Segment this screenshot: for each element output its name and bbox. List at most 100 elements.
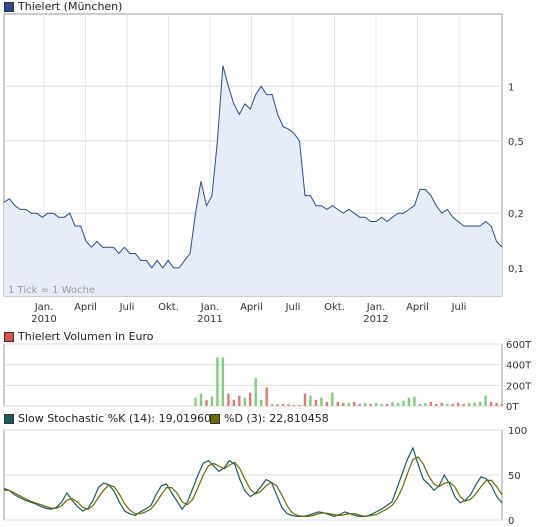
volume-bar — [287, 404, 290, 406]
price-x-tick-label: Juli — [119, 302, 135, 313]
price-x-tick-label: Juli — [285, 302, 301, 313]
stochastic-d-legend-swatch — [210, 413, 220, 424]
price-x-year-label: 2012 — [363, 314, 388, 325]
volume-series — [194, 357, 504, 406]
volume-bar — [254, 378, 257, 406]
volume-bar — [216, 357, 219, 406]
volume-bar — [413, 396, 416, 406]
volume-bar — [391, 401, 394, 406]
stochastic-d-line — [4, 456, 503, 518]
volume-bar — [451, 403, 454, 406]
stochastic-d-legend: %D (3): 22,810458 — [210, 412, 329, 425]
volume-bar — [281, 403, 285, 406]
stochastic-y-tick-label: 0 — [508, 516, 514, 527]
volume-bar — [227, 393, 230, 406]
volume-plot-frame — [3, 343, 503, 407]
volume-bar — [199, 393, 203, 406]
volume-bar — [260, 399, 263, 406]
price-x-year-label: 2011 — [197, 314, 222, 325]
volume-bar — [336, 401, 339, 406]
stochastic-y-tick-label: 100 — [508, 426, 527, 437]
volume-bar — [309, 395, 312, 406]
price-x-tick-label: Juli — [451, 302, 467, 313]
volume-bar — [478, 401, 482, 406]
volume-bar — [292, 405, 296, 406]
volume-bar — [194, 397, 197, 406]
volume-y-tick-label: 0T — [506, 402, 519, 413]
price-y-axis: 1 0,5 0,2 0,1 — [508, 82, 524, 275]
volume-bar — [473, 402, 476, 406]
price-x-tick-label: April — [240, 302, 263, 313]
volume-bar — [249, 392, 252, 406]
price-series — [3, 65, 503, 296]
volume-bar — [369, 403, 372, 406]
price-legend-label: Thielert (München) — [18, 0, 123, 13]
volume-bar — [407, 397, 411, 406]
volume-bar — [380, 403, 383, 406]
volume-bar — [374, 402, 378, 406]
volume-bar — [446, 403, 449, 406]
volume-bar — [320, 397, 323, 406]
price-y-tick-label: 1 — [508, 82, 514, 93]
stochastic-series — [3, 446, 503, 518]
volume-bar — [303, 393, 307, 406]
volume-bar — [276, 404, 279, 406]
volume-legend-swatch — [4, 331, 14, 342]
volume-bar — [457, 402, 460, 406]
price-line — [3, 65, 503, 269]
volume-bar — [418, 403, 422, 406]
price-x-axis: Jan. April Juli Okt. Jan. April Juli Okt. Jan. Ap… — [31, 302, 466, 325]
price-x-tick-label: April — [406, 302, 429, 313]
volume-bar — [402, 400, 405, 406]
volume-bar — [314, 399, 318, 406]
volume-bar — [243, 397, 246, 406]
stochastic-y-axis: 100 50 0 — [508, 426, 527, 527]
price-y-tick-label: 0,5 — [508, 137, 524, 148]
volume-bar — [358, 403, 361, 406]
stochastic-y-tick-label: 50 — [508, 471, 521, 482]
price-x-tick-label: Jan. — [34, 302, 54, 313]
volume-bar — [484, 395, 487, 406]
stochastic-k-legend-swatch — [4, 413, 14, 424]
volume-bar — [342, 402, 345, 406]
volume-bar — [364, 402, 367, 406]
volume-bar — [396, 402, 400, 406]
volume-bar — [500, 403, 504, 406]
volume-bar — [385, 403, 389, 406]
price-x-year-label: 2010 — [31, 314, 56, 325]
price-y-tick-label: 0,2 — [508, 209, 524, 220]
volume-bar — [331, 392, 334, 406]
volume-bar — [429, 401, 432, 406]
volume-bar — [221, 357, 225, 406]
price-y-tick-label: 0,1 — [508, 264, 524, 275]
stochastic-grid — [4, 429, 502, 521]
volume-bar — [440, 402, 443, 406]
price-panel: 1 Tick = 1 Woche 1 0,5 0,2 0,1 Jan. April Jul… — [3, 13, 524, 325]
volume-y-axis: 600T 400T 200T 0T — [506, 340, 532, 413]
volume-bar — [462, 403, 465, 406]
volume-y-tick-label: 600T — [506, 340, 532, 351]
volume-bar — [270, 403, 274, 406]
volume-bar — [347, 402, 350, 406]
stochastic-d-legend-label: %D (3): 22,810458 — [224, 412, 329, 425]
volume-bar — [298, 405, 301, 406]
volume-bar — [353, 401, 356, 406]
price-x-tick-label: Okt. — [324, 302, 345, 313]
volume-bar — [424, 402, 427, 406]
volume-y-tick-label: 200T — [506, 381, 532, 392]
volume-bar — [489, 401, 493, 406]
price-x-tick-label: Jan. — [200, 302, 220, 313]
volume-bar — [435, 403, 438, 406]
stochastic-k-legend: Slow Stochastic %K (14): 19,019608 — [4, 412, 218, 425]
price-area-fill — [4, 65, 502, 296]
volume-bar — [238, 395, 241, 406]
volume-panel: 600T 400T 200T 0T — [3, 340, 532, 413]
volume-bar — [325, 401, 329, 406]
volume-bar — [467, 402, 471, 406]
price-x-tick-label: Jan. — [366, 302, 386, 313]
volume-legend: Thielert Volumen in Euro — [4, 330, 154, 343]
price-x-tick-label: April — [74, 302, 97, 313]
volume-bar — [210, 396, 214, 406]
price-x-tick-label: Okt. — [158, 302, 179, 313]
